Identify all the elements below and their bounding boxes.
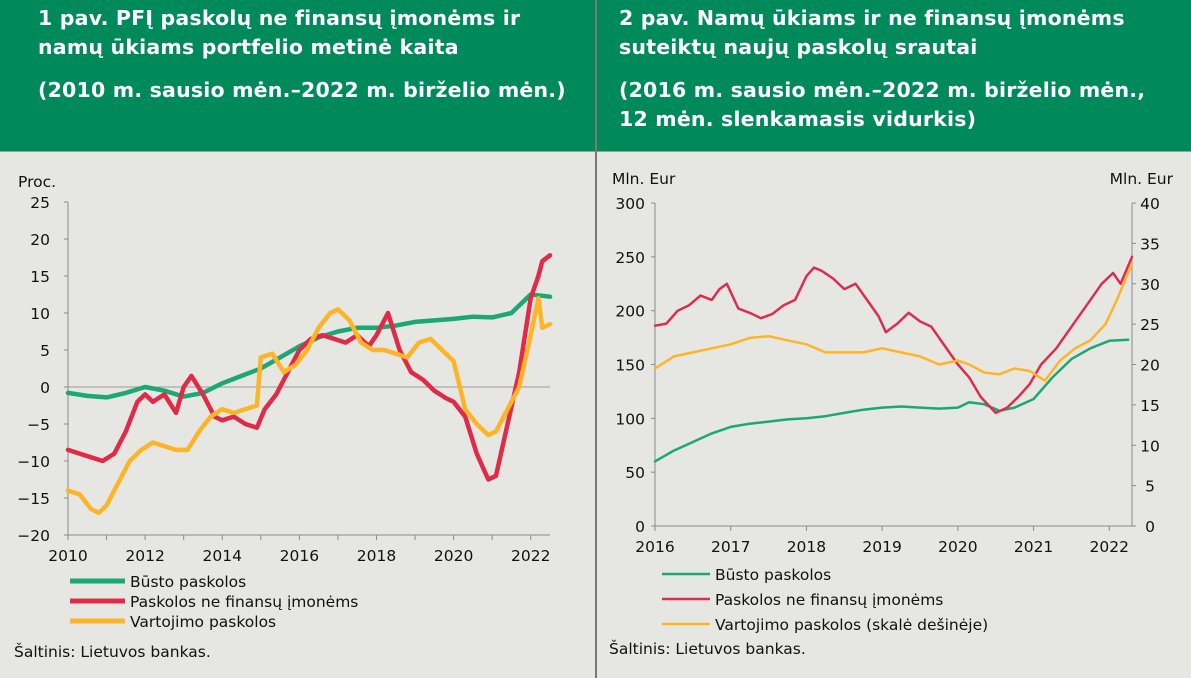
- source-note: Šaltinis: Lietuvos bankas.: [609, 639, 806, 658]
- right-y-tick-label: 15: [1140, 397, 1160, 415]
- y-tick-label: 250: [615, 249, 645, 267]
- left-chart-header: 1 pav. PFĮ paskolų ne finansų įmonėms ir…: [0, 0, 596, 151]
- x-tick-label: 2020: [938, 538, 977, 556]
- right-y-tick-label: 0: [1145, 518, 1155, 536]
- legend-label-3: Vartojimo paskolos: [130, 613, 276, 631]
- right-y-tick-label: 10: [1140, 437, 1160, 455]
- right-chart-subtitle: (2016 m. sausio mėn.–2022 m. birželio mė…: [619, 78, 1146, 131]
- legend-label-1: Būsto paskolos: [715, 566, 831, 584]
- right-y-axis-label: Mln. Eur: [1110, 170, 1174, 188]
- left-header-rule: [0, 151, 596, 152]
- right-chart-panel: 2 pav. Namų ūkiams ir ne finansų įmonėms…: [597, 0, 1191, 678]
- x-tick-label: 2022: [1090, 538, 1129, 556]
- series-line-2: [653, 255, 1134, 415]
- x-tick-label: 2012: [125, 547, 164, 565]
- y-tick-label: 150: [615, 357, 645, 375]
- x-tick-label: 2018: [787, 538, 826, 556]
- x-tick-label: 2017: [711, 538, 750, 556]
- series-line-1: [653, 338, 1130, 463]
- x-tick-label: 2022: [511, 547, 550, 565]
- left-line-chart: −20 −15 −10 −5 0 5 10 15 20 25 2010 2012 2014 2016 201…: [14, 173, 553, 661]
- x-tick-label: 2014: [203, 547, 242, 565]
- y-tick-label: 100: [615, 410, 645, 428]
- y-tick-label: 200: [615, 303, 645, 321]
- y-tick-label: 300: [615, 195, 645, 213]
- y-tick-label: 25: [30, 194, 50, 212]
- y-tick-label: −15: [17, 490, 50, 508]
- y-tick-label: −10: [17, 453, 50, 471]
- series-line-3: [653, 262, 1134, 382]
- x-tick-label: 2019: [862, 538, 901, 556]
- right-chart-header: 2 pav. Namų ūkiams ir ne finansų įmonėms…: [597, 0, 1191, 151]
- x-tick-label: 2020: [434, 547, 473, 565]
- source-note: Šaltinis: Lietuvos bankas.: [14, 642, 211, 661]
- y-axis-label: Mln. Eur: [612, 170, 676, 188]
- x-tick-label: 2021: [1014, 538, 1053, 556]
- left-chart-subtitle: (2010 m. sausio mėn.–2022 m. birželio mė…: [38, 78, 566, 102]
- legend-label-2: Paskolos ne finansų įmonėms: [130, 593, 358, 611]
- panel-divider: [595, 0, 597, 678]
- series-line-3: [65, 295, 553, 516]
- right-y-tick-label: 5: [1145, 478, 1155, 496]
- y-tick-label: 0: [635, 518, 645, 536]
- left-chart-title: 1 pav. PFĮ paskolų ne finansų įmonėms ir…: [38, 6, 521, 59]
- x-tick-label: 2016: [635, 538, 674, 556]
- series-line-2: [65, 253, 553, 482]
- y-tick-label: 10: [30, 305, 50, 323]
- x-tick-label: 2016: [280, 547, 319, 565]
- right-chart-title: 2 pav. Namų ūkiams ir ne finansų įmonėms…: [619, 6, 1125, 59]
- y-tick-label: 5: [40, 342, 50, 360]
- y-tick-label: −5: [27, 416, 50, 434]
- left-chart-panel: 1 pav. PFĮ paskolų ne finansų įmonėms ir…: [0, 0, 596, 661]
- x-tick-label: 2010: [48, 547, 87, 565]
- right-y-tick-label: 35: [1140, 235, 1160, 253]
- legend-label-2: Paskolos ne finansų įmonėms: [715, 591, 943, 609]
- right-y-tick-label: 20: [1140, 357, 1160, 375]
- legend-label-3: Vartojimo paskolos (skalė dešinėje): [715, 616, 988, 634]
- legend-label-1: Būsto paskolos: [130, 573, 246, 591]
- y-tick-label: 15: [30, 268, 50, 286]
- y-axis-label: Proc.: [18, 173, 56, 191]
- right-header-rule: [597, 151, 1191, 152]
- y-tick-label: 0: [40, 379, 50, 397]
- y-tick-label: 20: [30, 231, 50, 249]
- x-tick-label: 2018: [357, 547, 396, 565]
- right-y-tick-label: 25: [1140, 316, 1160, 334]
- right-y-tick-label: 30: [1140, 276, 1160, 294]
- y-tick-label: −20: [17, 527, 50, 545]
- y-tick-label: 50: [625, 464, 645, 482]
- right-y-tick-label: 40: [1140, 195, 1160, 213]
- right-line-chart: 0 50 100 150 200 250 300 0 5 10 15 20 25 30 35 40 2016 20…: [609, 170, 1174, 658]
